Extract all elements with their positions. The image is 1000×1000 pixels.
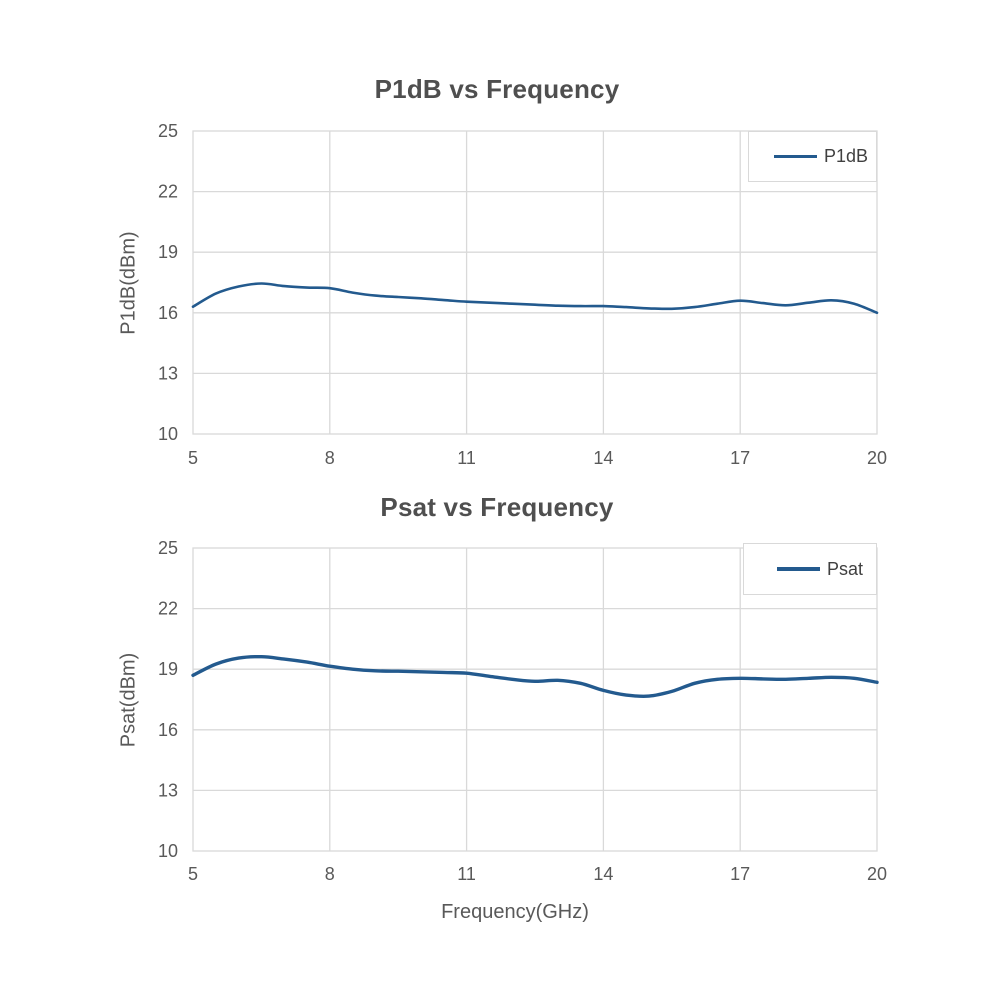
chart-title-p1db: P1dB vs Frequency	[374, 74, 620, 104]
x-tick-label: 5	[188, 448, 198, 468]
legend-psat: Psat	[743, 543, 877, 595]
x-tick-label: 20	[867, 864, 887, 884]
y-tick-label: 19	[158, 659, 178, 679]
x-tick-label: 17	[730, 448, 750, 468]
x-tick-label: 20	[867, 448, 887, 468]
x-tick-label: 14	[593, 864, 613, 884]
x-axis-label-frequency: Frequency(GHz)	[441, 901, 589, 923]
x-tick-label: 8	[325, 448, 335, 468]
y-tick-label: 25	[158, 538, 178, 558]
series-line-Psat	[191, 654, 879, 699]
y-axis-label-psat: Psat(dBm)	[117, 652, 140, 748]
x-tick-label: 5	[188, 864, 198, 884]
series-line-P1dB	[191, 282, 879, 315]
y-tick-label: 16	[158, 303, 178, 323]
plot-border	[192, 130, 878, 435]
y-tick-label: 13	[158, 363, 178, 383]
y-tick-label: 13	[158, 780, 178, 800]
legend-p1db: P1dB	[748, 131, 877, 182]
x-tick-label: 11	[457, 864, 476, 884]
x-tick-label: 17	[730, 864, 750, 884]
plot-border	[192, 547, 878, 852]
chart-title-psat: Psat vs Frequency	[380, 492, 614, 522]
y-tick-label: 22	[158, 182, 178, 202]
legend-line-swatch	[774, 155, 817, 158]
chart-area-1: 5 8 11 14 17 20 10 13 16 19 22 25	[158, 538, 887, 884]
y-tick-label: 25	[158, 121, 178, 141]
x-tick-label: 11	[457, 448, 476, 468]
y-tick-label: 22	[158, 599, 178, 619]
legend-line-swatch	[777, 567, 820, 571]
legend-label: P1dB	[824, 146, 869, 166]
y-tick-label: 16	[158, 720, 178, 740]
legend-label: Psat	[827, 558, 864, 579]
y-axis-label-p1db: P1dB(dBm)	[117, 231, 140, 335]
y-tick-label: 10	[158, 424, 178, 444]
y-tick-label: 19	[158, 242, 178, 262]
x-tick-label: 14	[593, 448, 613, 468]
y-tick-label: 10	[158, 841, 178, 861]
x-tick-label: 8	[325, 864, 335, 884]
chart-area-0: 5 8 11 14 17 20 10 13 16 19 22 25	[158, 121, 887, 468]
